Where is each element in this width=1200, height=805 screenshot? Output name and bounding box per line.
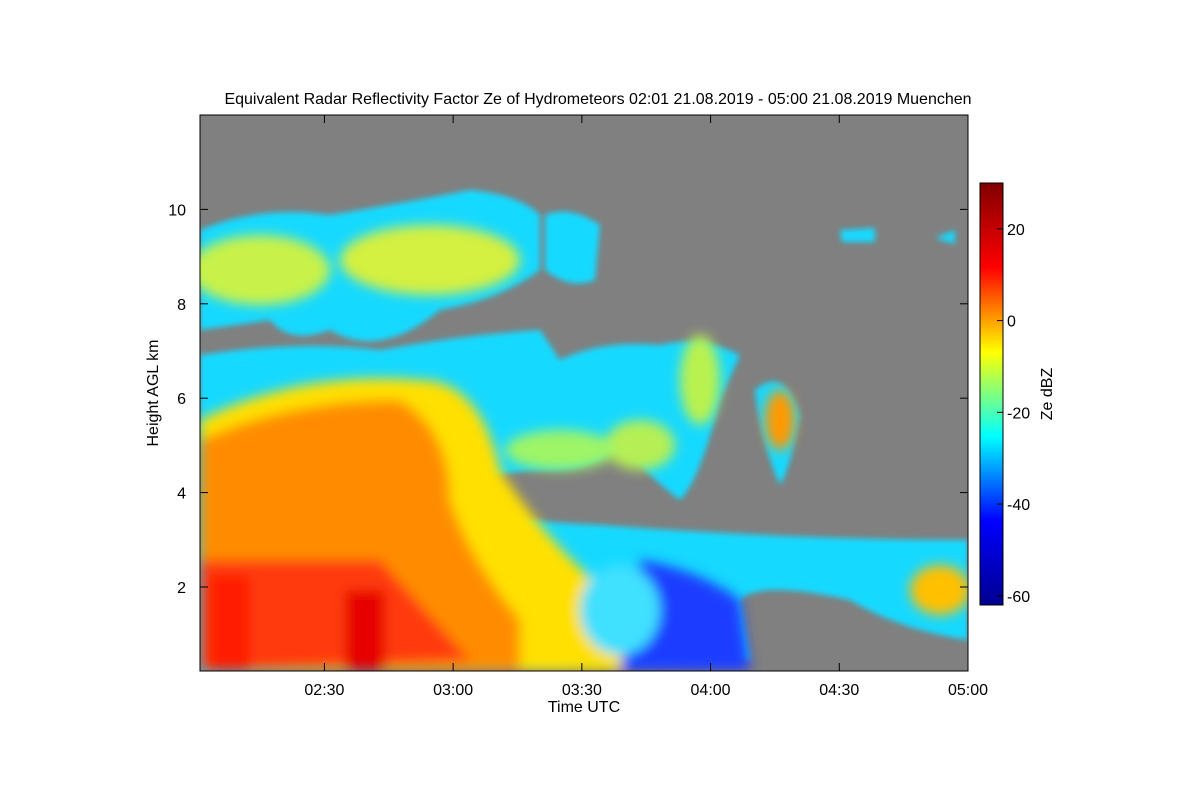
y-tick-label: 6	[177, 391, 186, 408]
chart-title: Equivalent Radar Reflectivity Factor Ze …	[224, 91, 971, 108]
x-tick-label: 05:00	[948, 682, 988, 699]
colorbar-tick-label: -20	[1007, 405, 1030, 422]
colorbar-tick-label: -60	[1007, 589, 1030, 606]
colorbar-tick-label: 20	[1007, 222, 1025, 239]
x-tick-label: 04:30	[819, 682, 859, 699]
x-tick-label: 03:00	[433, 682, 473, 699]
y-tick-label: 10	[168, 202, 186, 219]
y-tick-label: 2	[177, 580, 186, 597]
y-tick-label: 8	[177, 297, 186, 314]
x-tick-label: 03:30	[562, 682, 602, 699]
x-tick-label: 02:30	[304, 682, 344, 699]
colorbar-label: Ze dBZ	[1039, 368, 1056, 421]
x-tick-label: 04:00	[691, 682, 731, 699]
colorbar	[979, 182, 1004, 606]
y-axis-label: Height AGL km	[145, 339, 162, 446]
reflectivity-field	[200, 190, 968, 671]
plot-frame	[199, 114, 969, 672]
x-axis-label: Time UTC	[548, 699, 620, 716]
colorbar-tick-label: 0	[1007, 314, 1016, 331]
colorbar-tick-label: -40	[1007, 497, 1030, 514]
y-tick-label: 4	[177, 486, 186, 503]
